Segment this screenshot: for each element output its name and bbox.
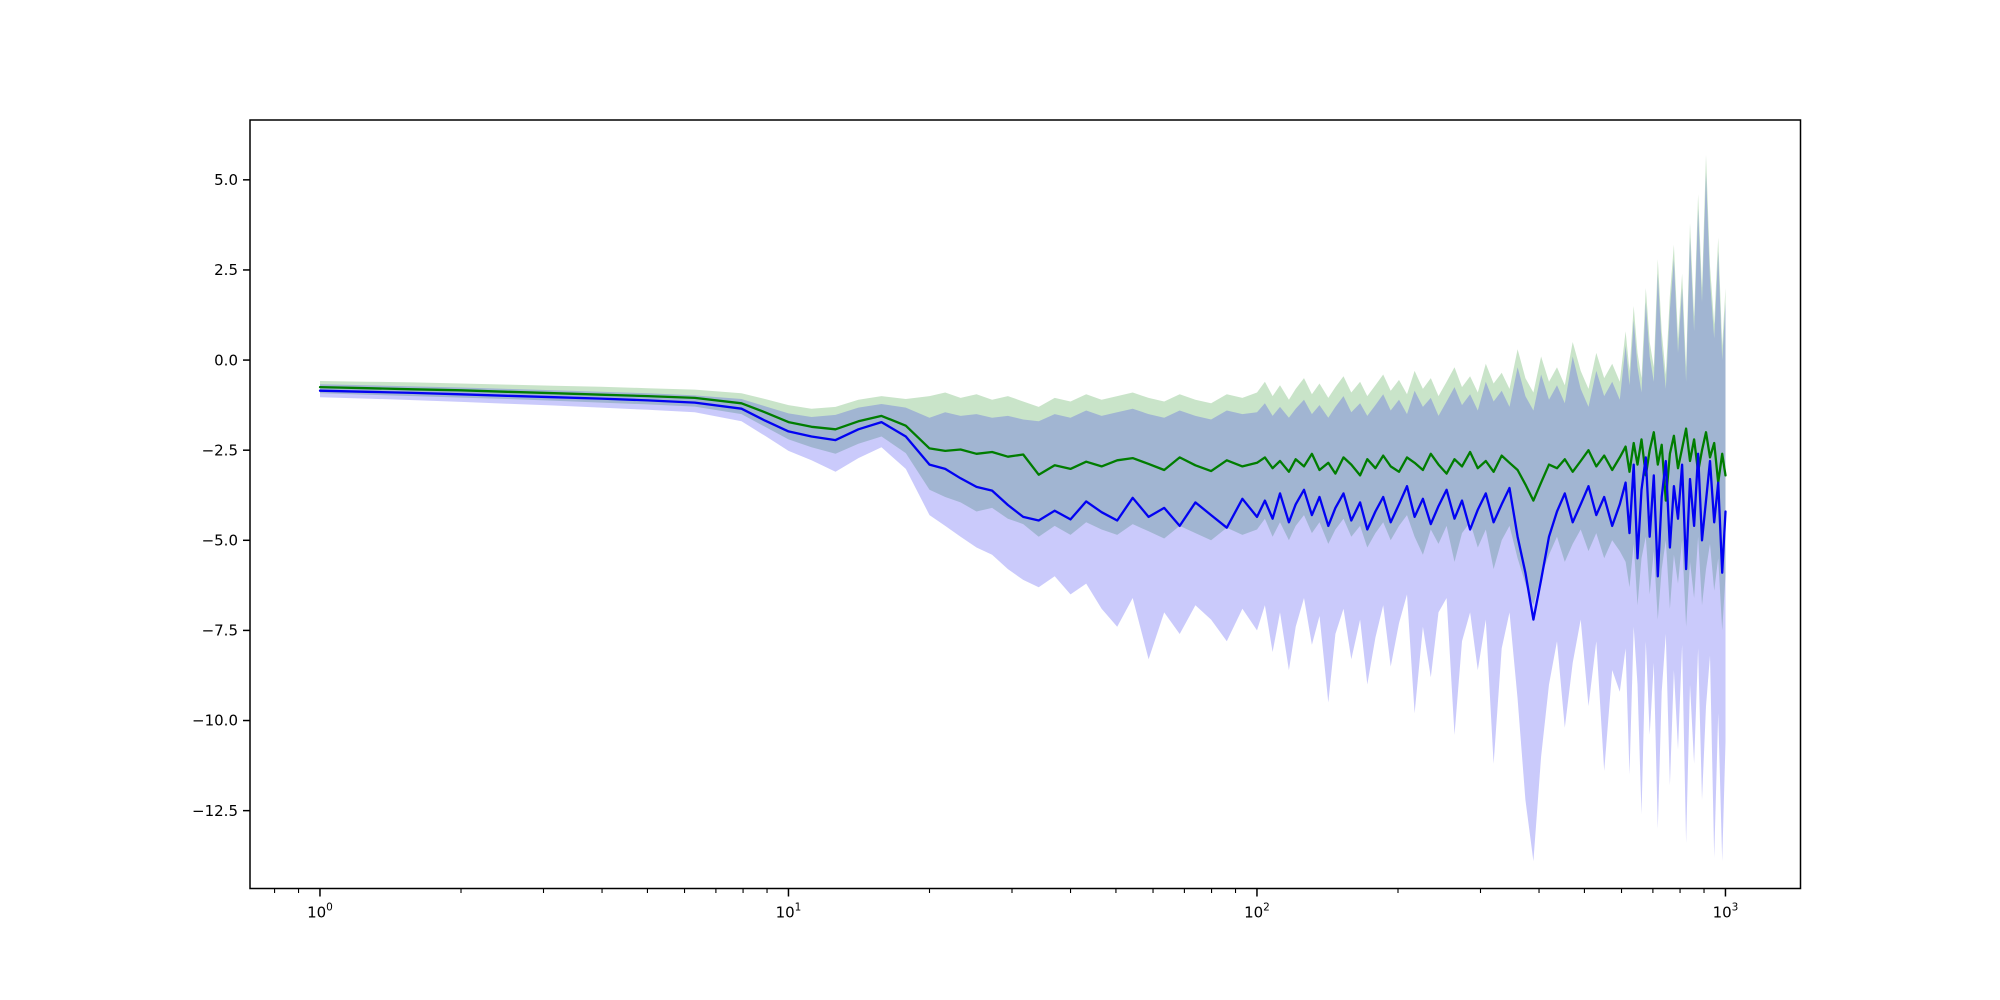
series-blue-line: [318, 389, 1727, 621]
x-tick-label: 102: [1244, 902, 1270, 922]
series-green-line: [318, 385, 1727, 502]
x-tick-label: 101: [776, 902, 802, 922]
y-tick-label: −10.0: [192, 712, 238, 730]
y-tick-label: 2.5: [214, 261, 238, 279]
x-tick-label: 103: [1713, 902, 1739, 922]
plot-area: [318, 154, 1727, 862]
axes-spines: [249, 119, 1802, 890]
y-tick-label: −12.5: [192, 802, 238, 820]
y-axis: 5.0 2.5 0.0 −2.5 −5.0 −7.5 −10.0 −12.5: [192, 171, 250, 820]
y-tick-label: −5.0: [202, 531, 238, 549]
x-axis: 100 101 102 103: [274, 888, 1739, 922]
series-green-band: [320, 154, 1726, 631]
y-tick-label: 5.0: [214, 171, 238, 189]
y-tick-label: 0.0: [214, 351, 238, 369]
y-tick-label: −7.5: [202, 622, 238, 640]
y-tick-label: −2.5: [202, 441, 238, 459]
x-tick-label: 100: [307, 902, 333, 922]
